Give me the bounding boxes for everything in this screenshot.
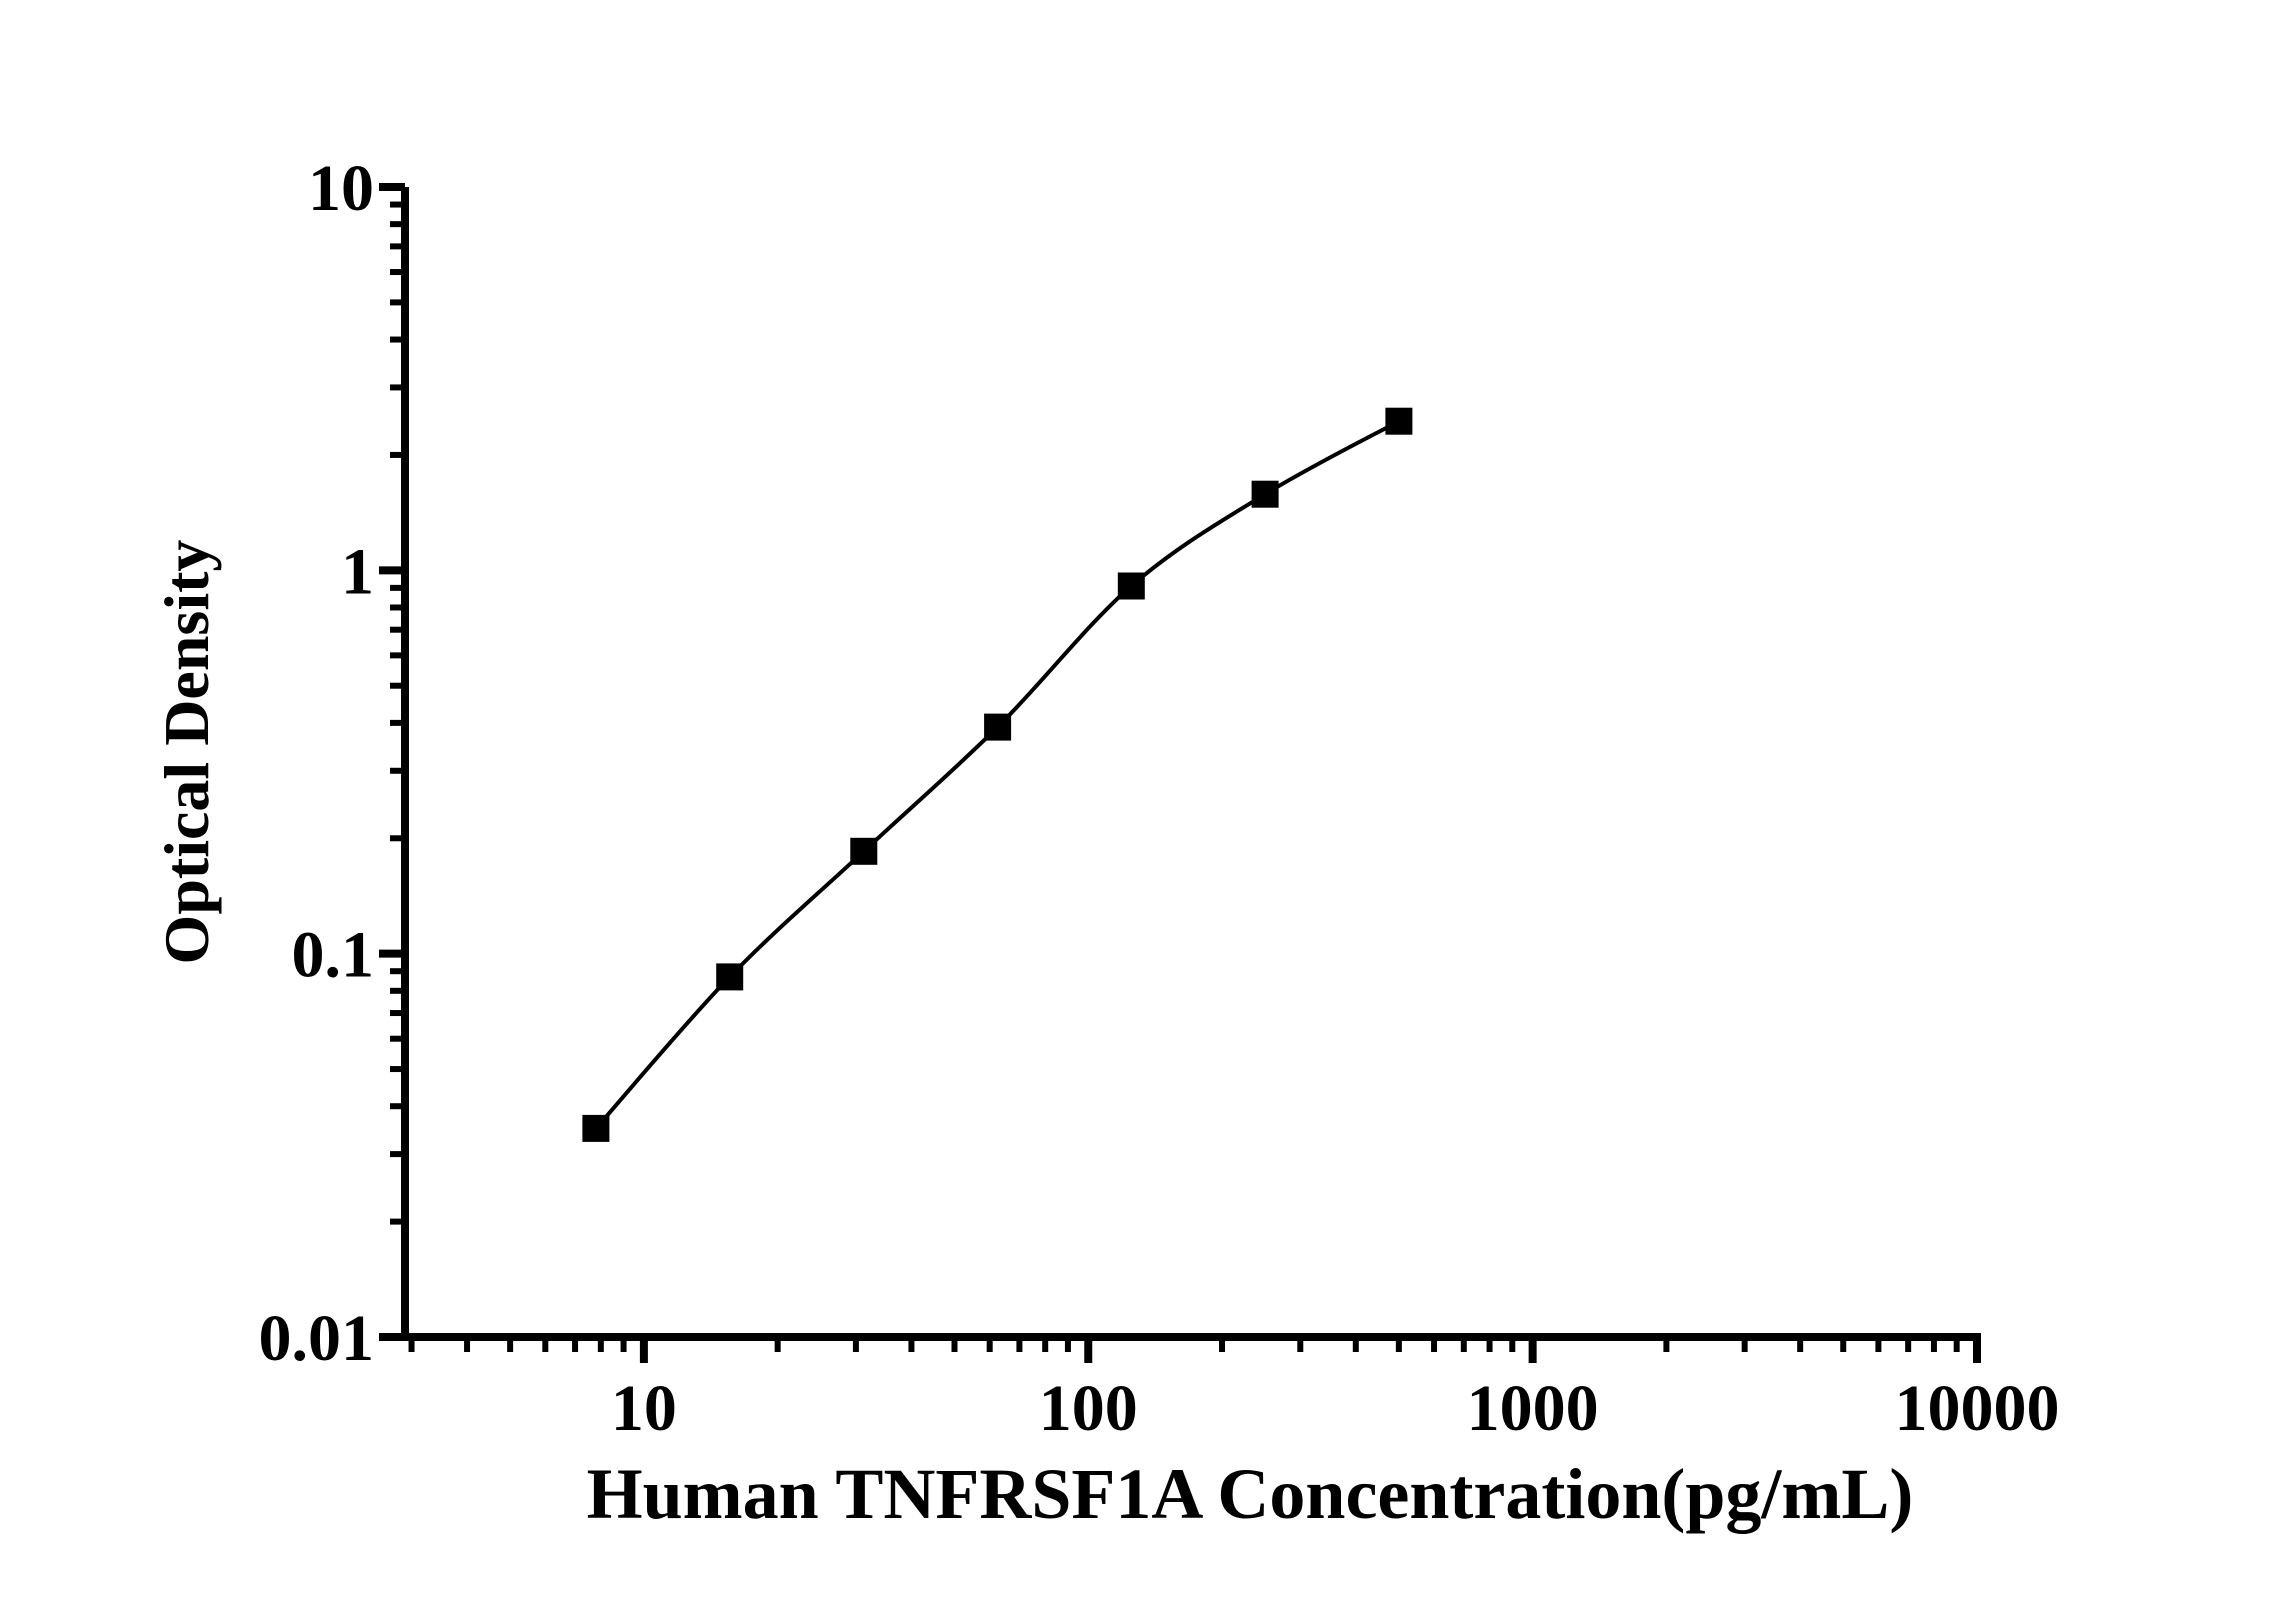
data-point-marker	[984, 713, 1012, 741]
x-tick-label: 100	[1039, 1372, 1138, 1445]
axes	[386, 187, 1981, 1341]
x-tick-label: 1000	[1467, 1372, 1599, 1445]
data-series	[582, 407, 1413, 1142]
x-tick-label: 10	[611, 1372, 677, 1445]
data-point-marker	[582, 1114, 610, 1142]
data-point-marker	[850, 837, 878, 865]
x-tick-label: 10000	[1895, 1372, 2060, 1445]
axis-tick-labels: 10 100 1000 10000 10 1 0.1 0.01	[259, 152, 2060, 1445]
y-tick-label: 0.01	[259, 1302, 375, 1375]
x-axis-title: Human TNFRSF1A Concentration(pg/mL)	[587, 1454, 1914, 1534]
y-tick-label: 1	[341, 535, 374, 608]
y-tick-label: 0.1	[292, 919, 375, 992]
y-axis-title: Optical Density	[151, 540, 222, 965]
axis-ticks	[379, 183, 1981, 1363]
data-point-marker	[1251, 480, 1279, 508]
y-tick-label: 10	[308, 152, 374, 225]
data-point-marker	[1117, 572, 1145, 600]
data-point-marker	[716, 963, 744, 991]
data-point-marker	[1385, 407, 1413, 435]
curve-line	[594, 419, 1400, 1130]
